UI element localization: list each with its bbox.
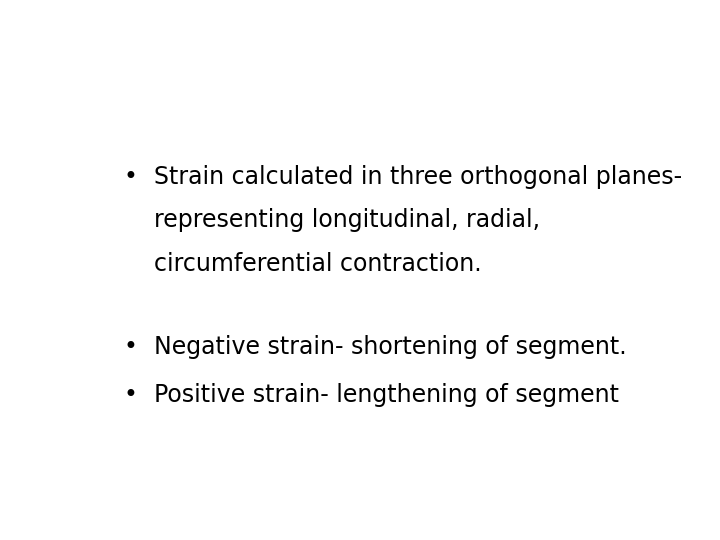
Text: •: • bbox=[124, 335, 138, 359]
Text: Strain calculated in three orthogonal planes-: Strain calculated in three orthogonal pl… bbox=[154, 165, 683, 188]
Text: •: • bbox=[124, 383, 138, 407]
Text: circumferential contraction.: circumferential contraction. bbox=[154, 252, 482, 276]
Text: Negative strain- shortening of segment.: Negative strain- shortening of segment. bbox=[154, 335, 627, 359]
Text: •: • bbox=[124, 165, 138, 188]
Text: Positive strain- lengthening of segment: Positive strain- lengthening of segment bbox=[154, 383, 619, 407]
Text: representing longitudinal, radial,: representing longitudinal, radial, bbox=[154, 208, 540, 232]
